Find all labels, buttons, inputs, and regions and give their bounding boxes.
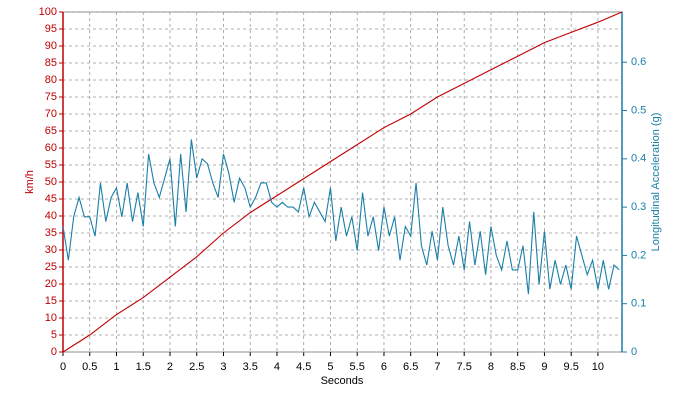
x-tick-label: 3.5 [243,361,258,373]
y-tick-label: 40 [45,210,57,222]
y2-tick-label: 0.1 [631,298,646,310]
x-tick-label: 1.5 [136,361,151,373]
x-tick-label: 7.5 [457,361,472,373]
x-tick-label: 3 [220,361,226,373]
y-tick-label: 70 [45,108,57,120]
y-tick-label: 55 [45,159,57,171]
y2-tick-label: 0.3 [631,201,646,213]
x-tick-label: 2.5 [189,361,204,373]
x-axis-title: Seconds [321,375,364,387]
x-tick-label: 0.5 [82,361,97,373]
y-tick-label: 35 [45,227,57,239]
y-tick-label: 90 [45,40,57,52]
x-tick-label: 0 [60,361,66,373]
y-tick-label: 75 [45,91,57,103]
x-tick-label: 2 [167,361,173,373]
data-line [62,11,623,353]
y-tick-label: 25 [45,261,57,273]
x-tick-label: 10 [592,361,604,373]
y-tick-label: 100 [39,6,57,18]
y-tick-label: 5 [51,329,57,341]
x-tick-label: 8.5 [510,361,525,373]
y-tick-label: 0 [51,346,57,358]
y2-tick-label: 0.6 [631,56,646,68]
y-tick-label: 85 [45,57,57,69]
y-tick-label: 20 [45,278,57,290]
x-tick-label: 1 [113,361,119,373]
y2-axis-title: Longitudinal Acceleration (g) [650,113,662,252]
x-tick-label: 5.5 [350,361,365,373]
y2-tick-label: 0.5 [631,104,646,116]
y-axis-title: km/h [24,170,36,194]
x-tick-label: 9 [541,361,547,373]
x-tick-label: 6 [381,361,387,373]
plot-area [62,11,623,353]
y2-tick-label: 0.2 [631,249,646,261]
y-tick-label: 95 [45,23,57,35]
x-tick-label: 7 [434,361,440,373]
y-tick-label: 80 [45,74,57,86]
data-line [62,139,620,295]
y2-tick-label: 0 [631,346,637,358]
y-tick-label: 30 [45,244,57,256]
y-tick-label: 60 [45,142,57,154]
y-tick-label: 45 [45,193,57,205]
y-tick-label: 50 [45,176,57,188]
y-tick-label: 65 [45,125,57,137]
x-tick-label: 8 [488,361,494,373]
x-tick-label: 5 [327,361,333,373]
x-tick-label: 9.5 [564,361,579,373]
x-tick-label: 6.5 [403,361,418,373]
y-tick-label: 15 [45,295,57,307]
x-tick-label: 4 [274,361,280,373]
y2-tick-label: 0.4 [631,153,646,165]
y-tick-label: 10 [45,312,57,324]
x-tick-label: 4.5 [296,361,311,373]
